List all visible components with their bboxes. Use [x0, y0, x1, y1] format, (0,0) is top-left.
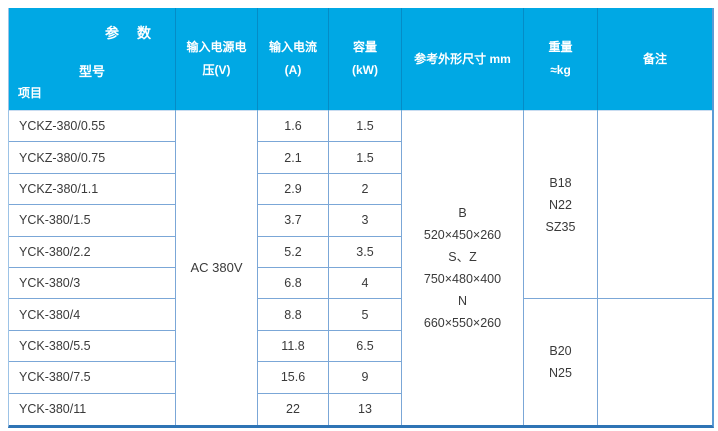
- capacity-cell: 3: [329, 205, 402, 237]
- weight-group-1-cell: B18 N22 SZ35: [524, 111, 598, 300]
- weight-line: N25: [549, 366, 572, 381]
- weight-group-2-cell: B20 N25: [524, 299, 598, 425]
- model-cell: YCKZ-380/0.55: [9, 111, 176, 143]
- capacity-cell: 5: [329, 299, 402, 331]
- model-cell: YCKZ-380/0.75: [9, 142, 176, 174]
- current-cell: 1.6: [258, 111, 329, 143]
- voltage-cell: AC 380V: [176, 111, 258, 425]
- header-remark: 备注: [598, 8, 712, 111]
- header-item-label: 项目: [18, 86, 43, 101]
- capacity-cell: 9: [329, 362, 402, 394]
- current-cell: 2.1: [258, 142, 329, 174]
- remark-group-1-cell: [598, 111, 712, 300]
- current-cell: 8.8: [258, 299, 329, 331]
- current-cell: 15.6: [258, 362, 329, 394]
- weight-line: B18: [549, 175, 572, 190]
- model-cell: YCK-380/7.5: [9, 362, 176, 394]
- model-cell: YCK-380/11: [9, 393, 176, 425]
- header-dimensions-label: 参考外形尺寸 mm: [414, 51, 511, 66]
- capacity-cell: 4: [329, 267, 402, 300]
- capacity-cell: 6.5: [329, 330, 402, 363]
- dimensions-line: 750×480×400: [423, 271, 502, 286]
- current-cell: 6.8: [258, 267, 329, 300]
- dimensions-cell: B 520×450×260 S、Z 750×480×400 N 660×550×…: [402, 111, 524, 425]
- header-model-label: 型号: [78, 64, 105, 79]
- header-weight-line1: 重量: [548, 40, 573, 55]
- header-dimensions: 参考外形尺寸 mm: [402, 8, 524, 111]
- header-input-current: 输入电流 (A): [258, 8, 329, 111]
- model-cell: YCK-380/4: [9, 299, 176, 331]
- weight-line: N22: [549, 197, 572, 212]
- header-input-voltage-line1: 输入电源电: [186, 40, 247, 55]
- spec-table: 参 数 型号 项目 输入电源电 压(V) 输入电流 (A) 容量 (kW) 参考…: [8, 8, 714, 428]
- dimensions-line: S、Z: [448, 249, 477, 264]
- header-input-current-line1: 输入电流: [268, 40, 317, 55]
- header-input-voltage: 输入电源电 压(V): [176, 8, 258, 111]
- capacity-cell: 2: [329, 173, 402, 206]
- header-weight-line2: ≈kg: [550, 63, 571, 77]
- current-cell: 22: [258, 393, 329, 425]
- weight-line: B20: [549, 344, 572, 359]
- capacity-cell: 3.5: [329, 236, 402, 268]
- header-capacity: 容量 (kW): [329, 8, 402, 111]
- current-cell: 5.2: [258, 236, 329, 268]
- header-input-voltage-line2: 压(V): [202, 63, 231, 77]
- model-cell: YCK-380/5.5: [9, 330, 176, 363]
- header-capacity-line1: 容量: [352, 40, 377, 55]
- capacity-cell: 13: [329, 393, 402, 425]
- dimensions-line: B: [458, 205, 467, 220]
- header-input-current-line2: (A): [284, 63, 302, 77]
- model-cell: YCK-380/2.2: [9, 236, 176, 268]
- header-capacity-line2: (kW): [352, 63, 378, 77]
- current-cell: 3.7: [258, 205, 329, 237]
- model-cell: YCK-380/3: [9, 267, 176, 300]
- model-cell: YCKZ-380/1.1: [9, 173, 176, 206]
- current-cell: 11.8: [258, 330, 329, 363]
- header-weight: 重量 ≈kg: [524, 8, 598, 111]
- dimensions-line: N: [457, 293, 468, 308]
- dimensions-line: 520×450×260: [423, 227, 502, 242]
- capacity-cell: 1.5: [329, 111, 402, 143]
- header-remark-label: 备注: [642, 51, 667, 66]
- current-cell: 2.9: [258, 173, 329, 206]
- capacity-cell: 1.5: [329, 142, 402, 174]
- model-cell: YCK-380/1.5: [9, 205, 176, 237]
- weight-line: SZ35: [545, 219, 576, 234]
- header-corner-cell: 参 数 型号 项目: [9, 8, 176, 111]
- dimensions-line: 660×550×260: [423, 315, 502, 330]
- header-param-label: 参 数: [105, 25, 153, 41]
- remark-group-2-cell: [598, 299, 712, 425]
